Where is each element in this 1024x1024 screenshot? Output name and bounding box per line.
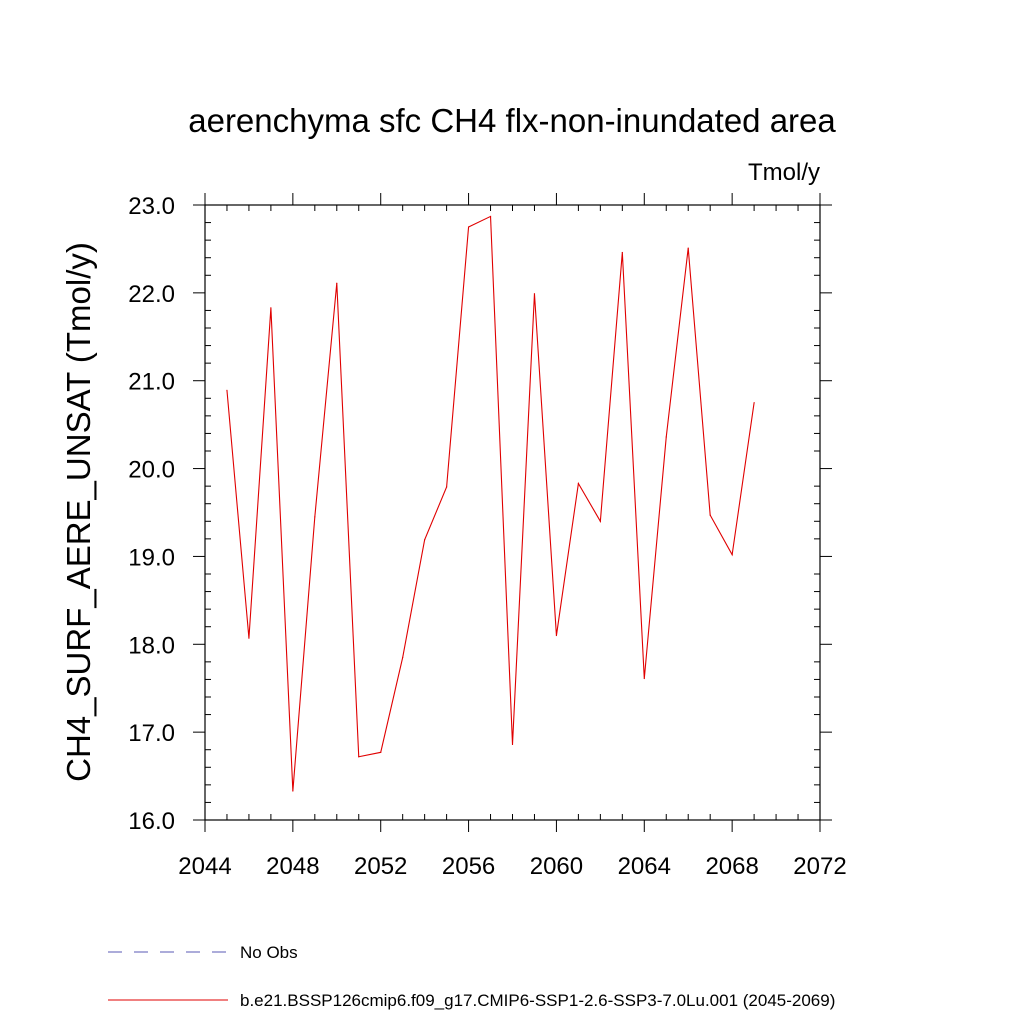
legend: No Obs b.e21.BSSP126cmip6.f09_g17.CMIP6-… xyxy=(108,943,835,1010)
series-point xyxy=(358,756,360,758)
series-point xyxy=(709,514,711,516)
series-point xyxy=(336,282,338,284)
series-point xyxy=(687,247,689,249)
y-tick-label: 16.0 xyxy=(128,808,175,835)
series-point xyxy=(665,436,667,438)
series-point xyxy=(753,402,755,404)
series-point xyxy=(555,634,558,637)
series-point xyxy=(402,656,404,659)
axis-ticks xyxy=(193,193,832,832)
y-tick-label: 22.0 xyxy=(128,281,175,308)
series-point xyxy=(577,482,579,485)
series-point xyxy=(248,637,250,639)
series-point xyxy=(511,743,514,746)
y-tick-label: 19.0 xyxy=(128,544,175,571)
units-label: Tmol/y xyxy=(748,159,820,186)
x-tick-labels: 2044 2048 2052 2056 2060 2064 2068 2072 xyxy=(178,853,846,880)
series-point xyxy=(314,516,316,518)
data-series xyxy=(226,215,755,792)
x-tick-label: 2064 xyxy=(618,853,671,880)
chart-title: aerenchyma sfc CH4 flx-non-inundated are… xyxy=(188,102,836,139)
series-point xyxy=(270,307,272,309)
series-point xyxy=(380,751,382,753)
x-tick-label: 2044 xyxy=(178,853,231,880)
x-tick-label: 2056 xyxy=(442,853,495,880)
series-point xyxy=(731,554,733,556)
legend-label-no-obs: No Obs xyxy=(240,943,298,962)
plot-frame xyxy=(204,204,821,821)
y-tick-label: 18.0 xyxy=(128,632,175,659)
series-point xyxy=(292,790,294,792)
x-tick-label: 2068 xyxy=(705,853,758,880)
series-point xyxy=(599,520,601,522)
series-point xyxy=(533,293,536,295)
x-tick-label: 2060 xyxy=(530,853,583,880)
series-point xyxy=(226,389,228,391)
y-tick-labels: 16.0 17.0 18.0 19.0 20.0 21.0 22.0 23.0 xyxy=(128,193,175,835)
y-tick-label: 20.0 xyxy=(128,457,175,484)
legend-label-model-run: b.e21.BSSP126cmip6.f09_g17.CMIP6-SSP1-2.… xyxy=(240,991,835,1010)
series-point xyxy=(424,539,426,541)
x-tick-label: 2048 xyxy=(266,853,319,880)
series-point xyxy=(489,215,492,218)
x-tick-label: 2052 xyxy=(354,853,407,880)
y-axis-label: CH4_SURF_AERE_UNSAT (Tmol/y) xyxy=(60,242,97,782)
series-point xyxy=(467,226,470,228)
series-line-1 xyxy=(226,215,755,792)
x-tick-label: 2072 xyxy=(793,853,846,880)
y-tick-label: 17.0 xyxy=(128,720,175,747)
y-tick-label: 23.0 xyxy=(128,193,175,220)
series-point xyxy=(643,677,645,680)
y-tick-label: 21.0 xyxy=(128,369,175,396)
series-point xyxy=(621,251,623,254)
series-point xyxy=(446,486,448,488)
